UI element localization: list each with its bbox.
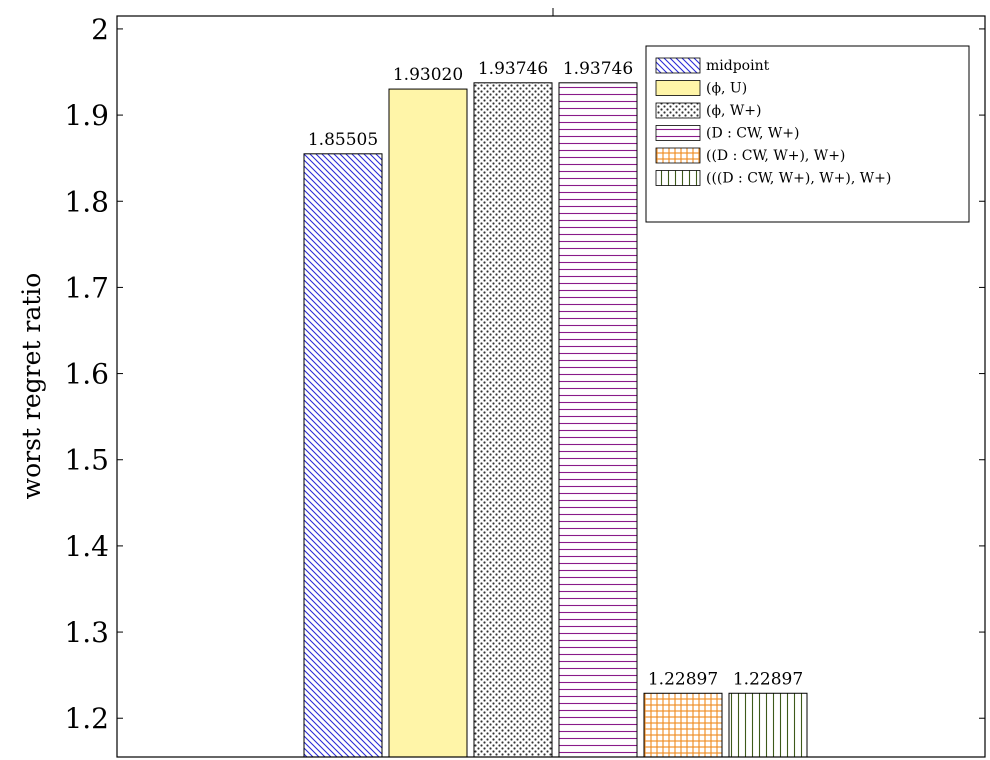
legend: midpoint (ϕ, U) (ϕ, W+) (D : CW, W+) ((D : C… bbox=[645, 45, 970, 223]
bar bbox=[388, 88, 468, 758]
bar-value-label: 1.22897 bbox=[648, 669, 718, 689]
legend-entry-label: midpoint bbox=[706, 58, 770, 74]
y-tick-label: 1.2 bbox=[64, 702, 109, 735]
y-tick-label: 1.6 bbox=[64, 358, 109, 391]
legend-swatch bbox=[655, 80, 701, 96]
y-tick-label: 1.7 bbox=[64, 271, 109, 304]
legend-swatch bbox=[655, 57, 701, 74]
legend-swatch bbox=[655, 147, 701, 164]
legend-swatch bbox=[655, 125, 701, 141]
bar bbox=[643, 692, 723, 758]
y-tick-label: 1.5 bbox=[64, 444, 109, 477]
bar-value-label: 1.22897 bbox=[733, 669, 803, 689]
legend-swatch bbox=[655, 170, 701, 186]
bar-value-label: 1.93746 bbox=[478, 59, 548, 79]
legend-swatch bbox=[655, 102, 701, 119]
legend-entry-label: (ϕ, W+) bbox=[706, 103, 762, 119]
y-tick-label: 1.3 bbox=[64, 616, 109, 649]
bar bbox=[473, 82, 553, 758]
y-tick-label: 1.9 bbox=[64, 99, 109, 132]
legend-entry-label: (D : CW, W+) bbox=[706, 126, 799, 142]
bar bbox=[303, 153, 383, 758]
legend-entry-label: (ϕ, U) bbox=[706, 81, 747, 97]
bar-value-label: 1.93746 bbox=[563, 59, 633, 79]
legend-entry-label: ((D : CW, W+), W+) bbox=[706, 148, 845, 164]
bar-value-label: 1.93020 bbox=[393, 65, 463, 85]
bar bbox=[558, 82, 638, 758]
legend-entry-label: (((D : CW, W+), W+), W+) bbox=[706, 171, 891, 187]
bar-value-label: 1.85505 bbox=[308, 130, 378, 150]
y-axis-title: worst regret ratio bbox=[17, 273, 46, 500]
bar bbox=[728, 692, 808, 758]
y-tick-label: 1.8 bbox=[64, 185, 109, 218]
plot-frame bbox=[116, 15, 986, 758]
y-tick-label: 2 bbox=[91, 13, 109, 46]
y-tick-label: 1.4 bbox=[64, 530, 109, 563]
